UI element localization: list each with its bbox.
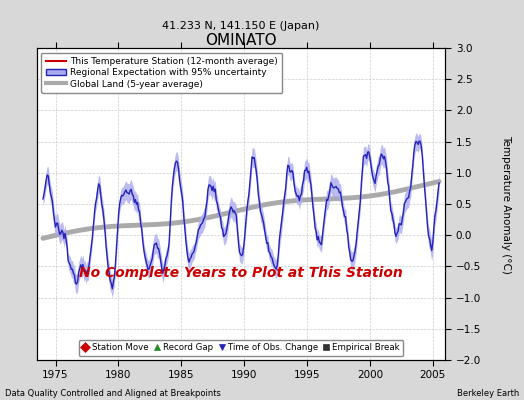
Title: 41.233 N, 141.150 E (Japan): 41.233 N, 141.150 E (Japan)	[162, 20, 320, 30]
Title: OMINATO: OMINATO	[205, 33, 277, 48]
Text: Berkeley Earth: Berkeley Earth	[456, 389, 519, 398]
Legend: Station Move, Record Gap, Time of Obs. Change, Empirical Break: Station Move, Record Gap, Time of Obs. C…	[79, 340, 403, 356]
Text: No Complete Years to Plot at This Station: No Complete Years to Plot at This Statio…	[79, 266, 403, 280]
Y-axis label: Temperature Anomaly (°C): Temperature Anomaly (°C)	[500, 134, 510, 274]
Text: Data Quality Controlled and Aligned at Breakpoints: Data Quality Controlled and Aligned at B…	[5, 389, 221, 398]
